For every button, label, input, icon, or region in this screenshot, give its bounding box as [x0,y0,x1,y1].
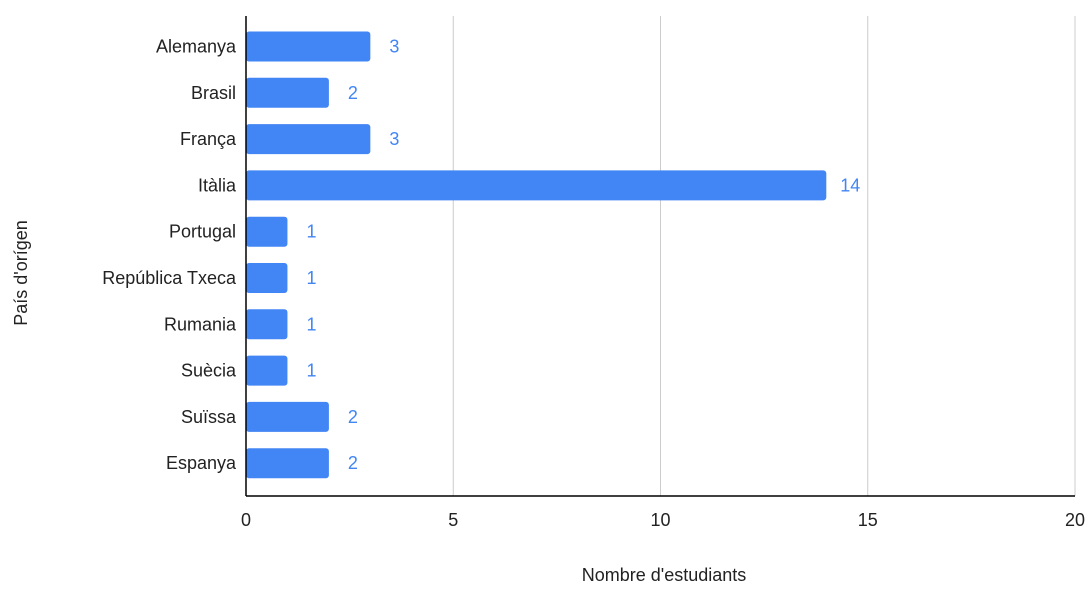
data-label: 1 [306,361,316,381]
x-axis-title: Nombre d'estudiants [582,565,747,585]
data-label: 2 [348,407,358,427]
x-tick-label: 15 [858,510,878,530]
y-axis-title: País d'orígen [11,220,31,326]
data-labels: 3 2 3 14 1 1 1 1 2 2 [306,37,860,474]
bar [246,263,288,293]
bar [246,170,827,201]
bar [246,309,288,340]
category-label: Suècia [181,361,237,381]
bar [246,355,288,386]
category-label: Espanya [166,453,237,473]
x-tick-label: 10 [650,510,670,530]
category-label: República Txeca [102,268,237,288]
x-tick-label: 5 [448,510,458,530]
bar [246,124,371,155]
x-tick-label: 0 [241,510,251,530]
data-label: 3 [389,129,399,149]
data-label: 3 [389,37,399,57]
data-label: 2 [348,83,358,103]
data-label: 1 [306,222,316,242]
data-label: 14 [840,175,860,195]
category-label: França [180,129,237,149]
x-tick-label: 20 [1065,510,1085,530]
data-label: 2 [348,453,358,473]
bar [246,216,288,247]
bars [246,31,827,479]
bar [246,401,329,432]
data-label: 1 [306,314,316,334]
bar [246,448,329,479]
grid-lines [452,16,1076,496]
category-labels: Alemanya Brasil França Itàlia Portugal Repúbl… [102,37,237,474]
category-label: Rumania [164,314,237,334]
bar [246,31,371,62]
category-label: Brasil [191,83,236,103]
category-label: Itàlia [198,175,237,195]
x-tick-labels: 0 5 10 15 20 [241,510,1085,530]
category-label: Portugal [169,222,236,242]
bar [246,77,329,108]
category-label: Alemanya [156,37,237,57]
data-label: 1 [306,268,316,288]
category-label: Suïssa [181,407,237,427]
